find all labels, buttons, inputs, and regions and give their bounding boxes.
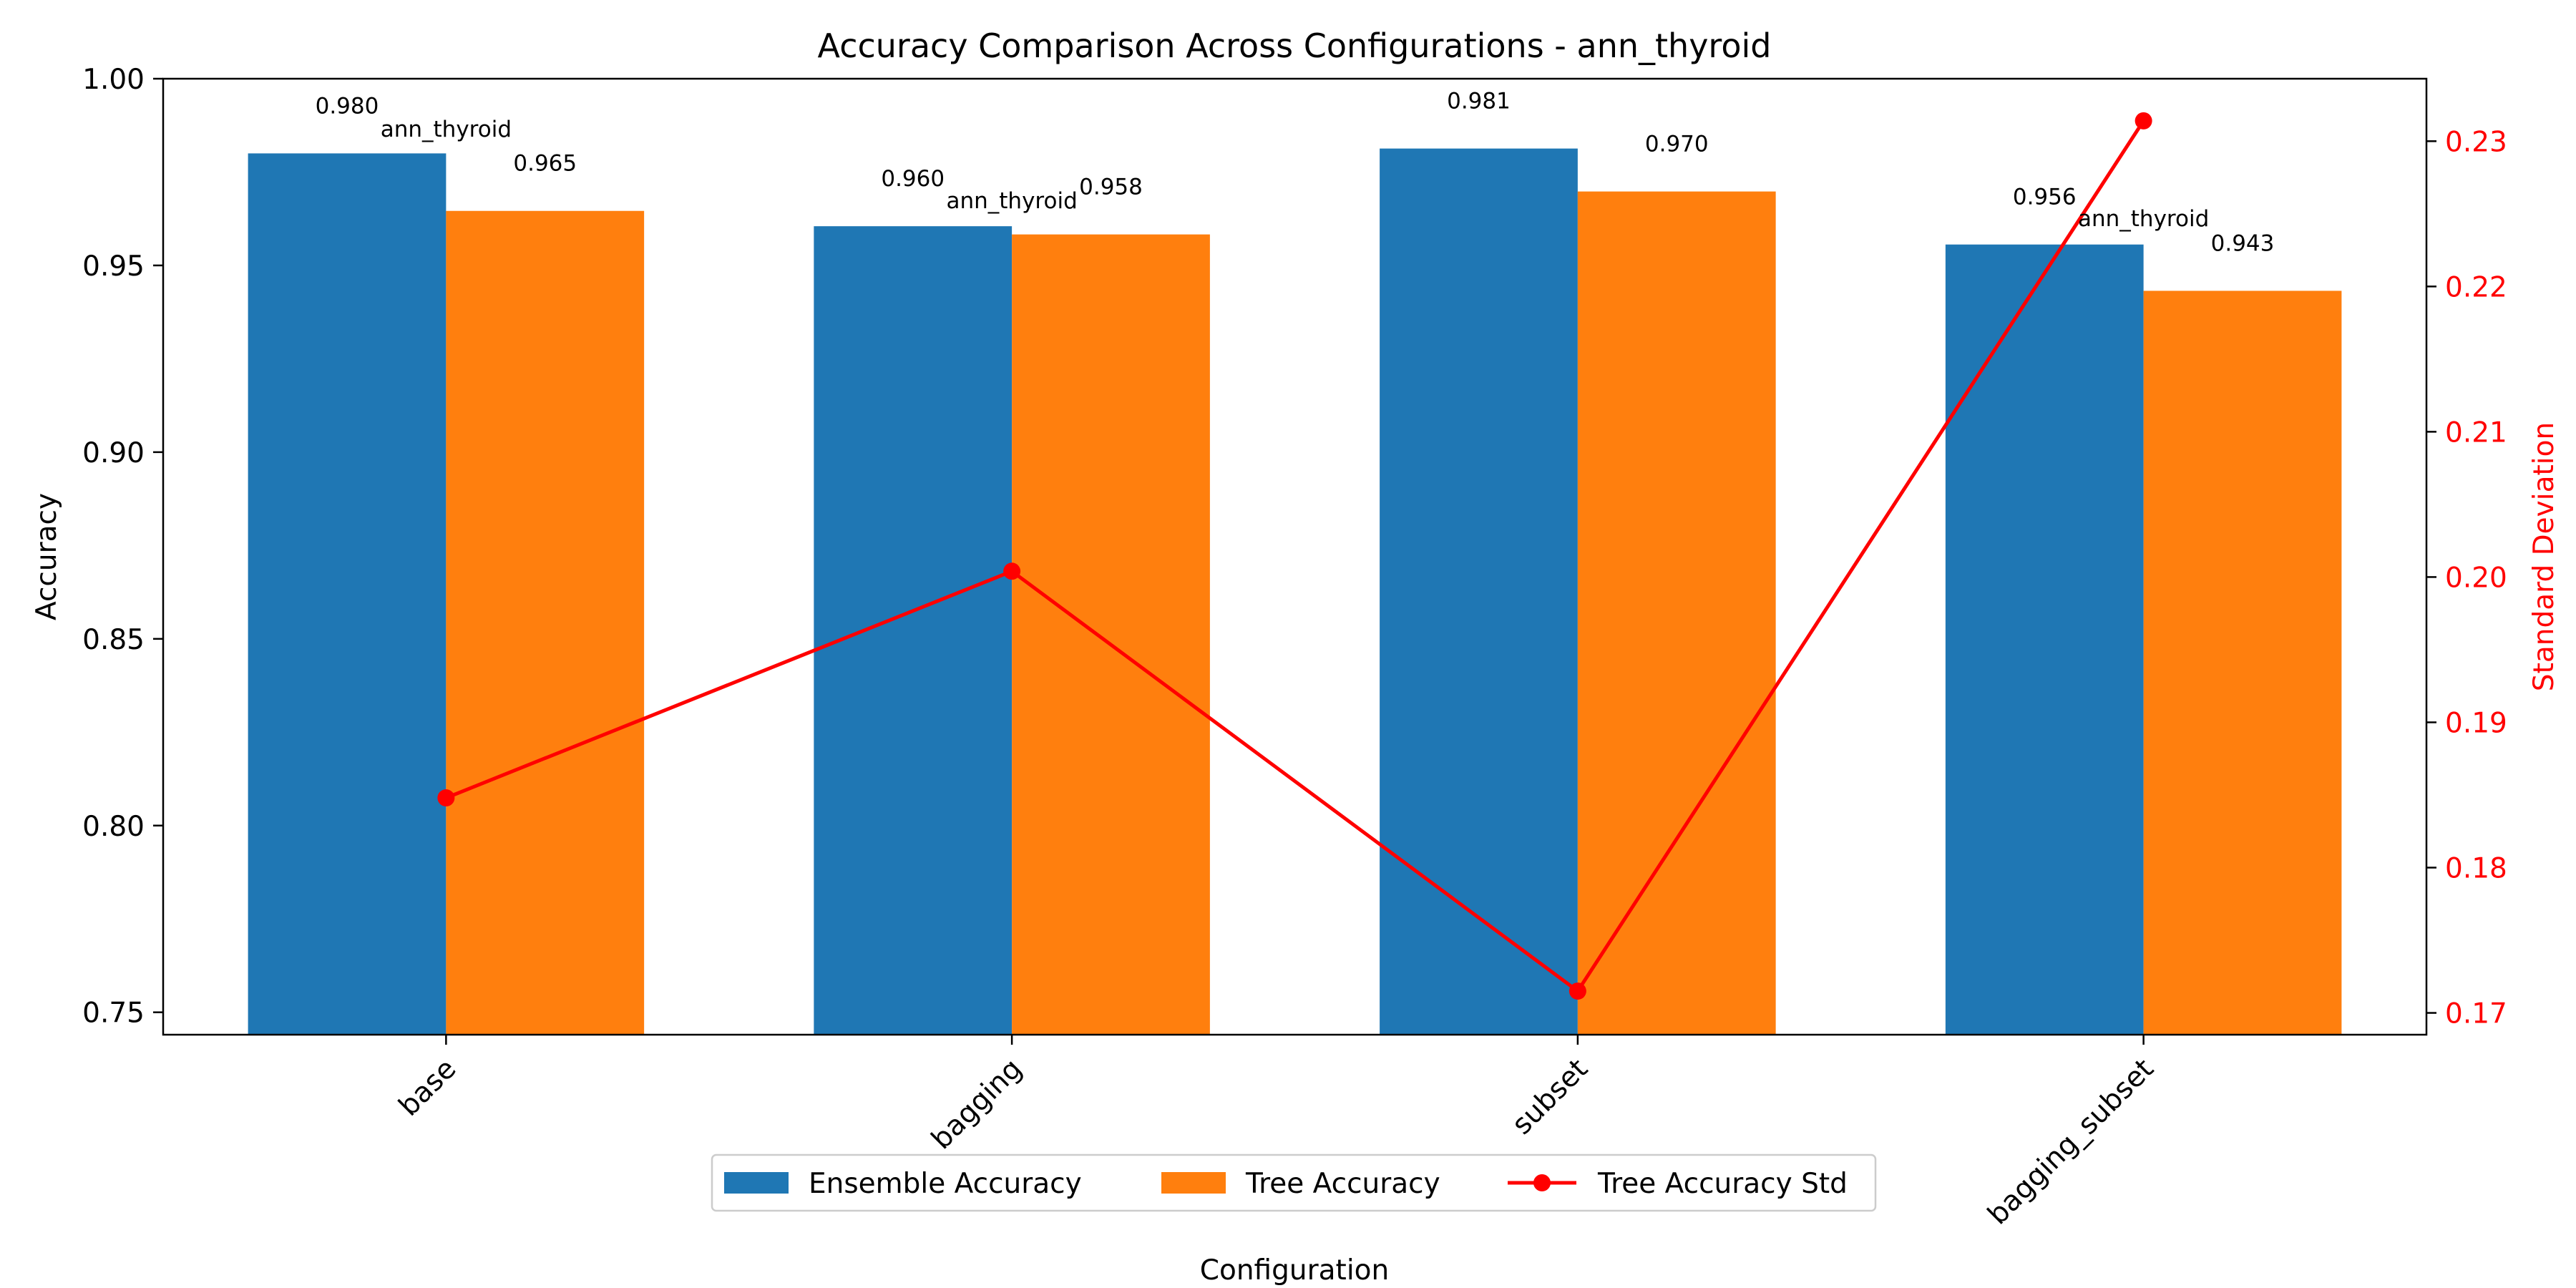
legend-label: Ensemble Accuracy — [809, 1168, 1082, 1200]
bar-ensemble-accuracy-base — [248, 153, 447, 1035]
y-tick-label: 0.80 — [82, 811, 145, 843]
std-point-subset — [1568, 982, 1586, 1000]
annotation-label: ann_thyroid — [2078, 206, 2209, 232]
bar-value-label: 0.943 — [2211, 230, 2275, 256]
legend: Ensemble Accuracy Tree Accuracy Tree Accur… — [711, 1153, 1877, 1212]
bar-value-label: 0.960 — [881, 166, 945, 192]
y-tick-label: 1.00 — [82, 64, 145, 96]
chart-title: Accuracy Comparison Across Configuration… — [818, 26, 1772, 65]
y-tick-label: 0.75 — [82, 997, 145, 1030]
y2-tick-label: 0.20 — [2445, 562, 2507, 594]
y-axis-label: Accuracy — [31, 493, 63, 620]
legend-label: Tree Accuracy — [1245, 1168, 1440, 1200]
plot-frame — [162, 77, 2428, 1036]
bar-tree-accuracy-subset — [1577, 191, 1776, 1035]
y-tick-label: 0.90 — [82, 437, 145, 469]
y2-tick-label: 0.23 — [2445, 126, 2507, 158]
bar-value-label: 0.970 — [1645, 132, 1709, 157]
bar-ensemble-accuracy-bagging_subset — [1945, 244, 2144, 1035]
legend-swatch — [724, 1172, 789, 1194]
y-tick-label: 0.85 — [82, 624, 145, 656]
left-axis: 0.75 0.80 0.85 0.90 0.95 1.00 — [82, 64, 163, 1030]
legend-swatch — [1161, 1172, 1226, 1194]
legend-label: Tree Accuracy Std — [1597, 1168, 1848, 1200]
y2-tick-label: 0.19 — [2445, 707, 2507, 739]
std-point-base — [437, 789, 455, 807]
bar-value-label: 0.980 — [316, 93, 379, 119]
y-tick-label: 0.95 — [82, 250, 145, 283]
bar-value-label: 0.981 — [1447, 89, 1511, 114]
x-axis-label: Configuration — [1200, 1254, 1390, 1287]
y2-tick-label: 0.21 — [2445, 416, 2507, 449]
bar-value-label: 0.958 — [1079, 175, 1143, 200]
bar-ensemble-accuracy-bagging — [814, 226, 1013, 1035]
bar-value-label: 0.956 — [2013, 185, 2077, 210]
bar-value-label: 0.965 — [513, 151, 577, 177]
value-labels-layer: 0.980 0.960 0.981 0.956 0.965 0.958 0.970 0.943… — [316, 89, 2275, 257]
annotation-label: ann_thyroid — [946, 188, 1077, 214]
bar-tree-accuracy-bagging — [1012, 234, 1210, 1035]
bars-layer — [248, 148, 2342, 1035]
y2-axis-label: Standard Deviation — [2528, 422, 2560, 691]
bar-tree-accuracy-base — [446, 210, 645, 1035]
legend-marker — [1533, 1174, 1551, 1191]
annotation-label: ann_thyroid — [381, 117, 512, 142]
y2-tick-label: 0.18 — [2445, 853, 2507, 885]
std-point-bagging — [1003, 562, 1021, 580]
std-line — [445, 119, 2145, 994]
std-line-layer — [437, 112, 2152, 1000]
std-point-bagging_subset — [2135, 112, 2152, 130]
legend-frame — [711, 1153, 1877, 1212]
right-axis: 0.17 0.18 0.19 0.20 0.21 0.22 0.23 — [2426, 126, 2507, 1030]
bar-tree-accuracy-bagging_subset — [2143, 291, 2342, 1035]
y2-tick-label: 0.17 — [2445, 998, 2507, 1030]
bar-ensemble-accuracy-subset — [1380, 148, 1578, 1035]
y2-tick-label: 0.22 — [2445, 271, 2507, 303]
